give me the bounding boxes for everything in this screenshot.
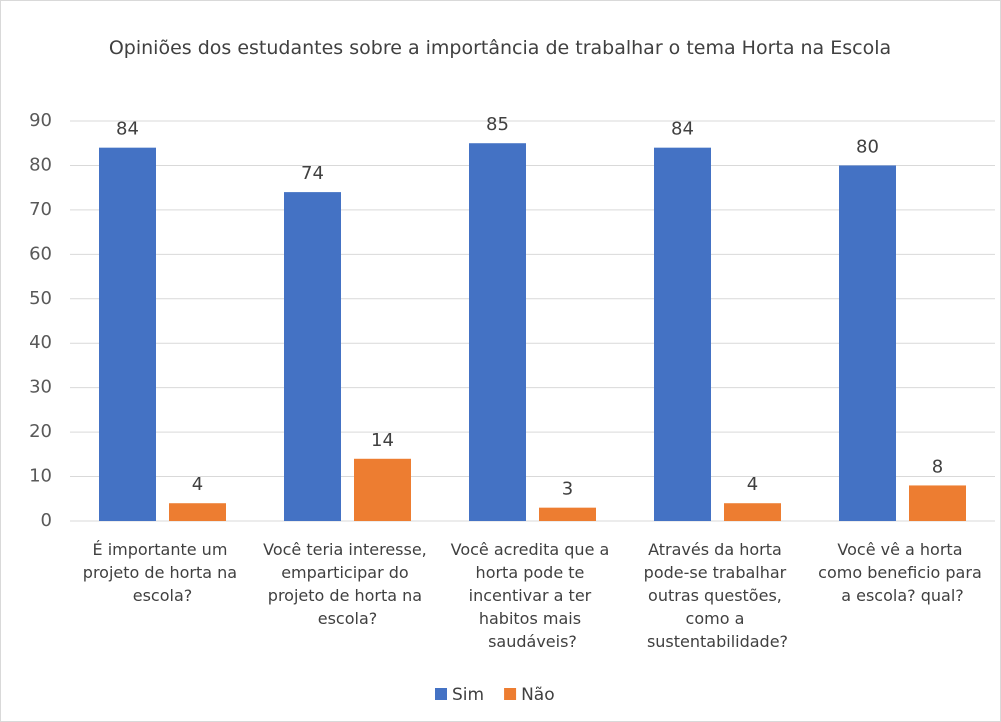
value-label: 4 — [747, 474, 758, 495]
legend-swatch — [504, 688, 517, 700]
y-tick-label: 0 — [41, 510, 52, 531]
bar — [539, 507, 596, 521]
bar — [909, 485, 966, 521]
x-tick-label: Você teria interesse, emparticipar do pr… — [263, 540, 432, 628]
bar — [169, 503, 226, 521]
bar — [654, 147, 711, 521]
y-tick-label: 70 — [29, 199, 52, 220]
value-label: 85 — [486, 114, 509, 135]
value-label: 84 — [116, 119, 139, 140]
legend-swatch — [435, 688, 447, 700]
y-tick-label: 50 — [29, 288, 52, 309]
value-label: 74 — [301, 163, 324, 184]
x-tick-label: Você vê a horta como beneficio para a es… — [818, 540, 987, 605]
bar — [99, 147, 156, 521]
value-label: 80 — [856, 136, 879, 157]
y-tick-label: 20 — [29, 421, 52, 442]
y-tick-label: 60 — [29, 243, 52, 264]
value-label: 3 — [562, 479, 573, 500]
value-label: 8 — [932, 456, 943, 477]
value-label: 4 — [192, 474, 203, 495]
bar — [724, 503, 781, 521]
y-tick-label: 30 — [29, 377, 52, 398]
x-tick-label: Você acredita que a horta pode te incent… — [451, 540, 615, 651]
value-label: 14 — [371, 430, 394, 451]
bar — [284, 192, 341, 521]
y-tick-label: 80 — [29, 154, 52, 175]
bar — [839, 165, 896, 521]
chart-title: Opiniões dos estudantes sobre a importân… — [109, 37, 891, 59]
y-tick-label: 10 — [29, 466, 52, 487]
bar — [469, 143, 526, 521]
bar — [354, 458, 411, 521]
legend-label: Não — [521, 685, 555, 705]
x-tick-label: Através da horta pode-se trabalhar outra… — [644, 540, 792, 651]
y-tick-label: 40 — [29, 332, 52, 353]
y-tick-label: 90 — [29, 110, 52, 131]
value-label: 84 — [671, 119, 694, 140]
x-tick-label: É importante um projeto de horta na esco… — [83, 540, 242, 605]
legend-label: Sim — [452, 685, 484, 705]
